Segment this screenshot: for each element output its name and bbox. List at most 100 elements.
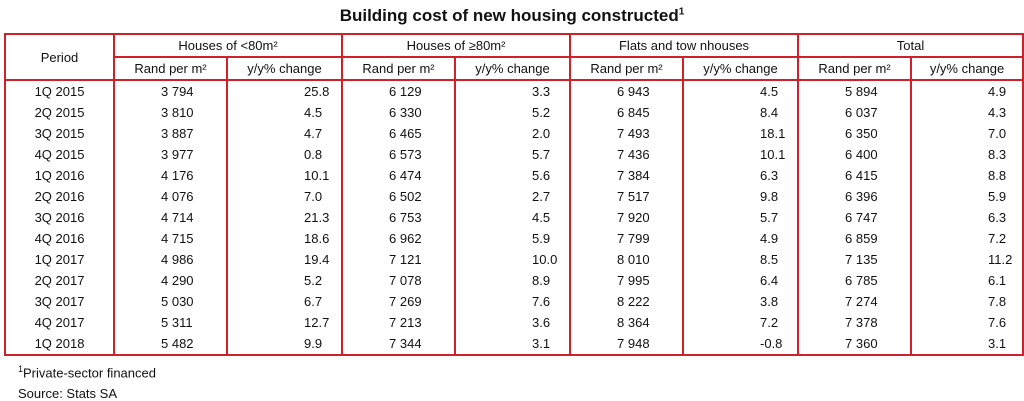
source-note: Source: Stats SA xyxy=(18,386,117,401)
cell-small-rand: 5 311 xyxy=(113,312,228,333)
cell-total-rand: 7 360 xyxy=(797,333,913,356)
footnote-mark: 1 xyxy=(18,364,24,374)
cell-total-rand: 5 894 xyxy=(797,80,913,102)
cell-large-change: 8.9 xyxy=(454,270,572,291)
cell-flats-change: 7.2 xyxy=(682,312,800,333)
cell-large-change: 3.1 xyxy=(454,333,572,356)
table-row: 1Q 2015 3 794 25.8 6 129 3.3 6 943 4.5 5 894 4.9 xyxy=(4,80,1024,102)
cell-large-rand: 6 474 xyxy=(341,165,457,186)
header-period: Period xyxy=(4,33,115,81)
cell-period: 4Q 2015 xyxy=(4,144,115,165)
cell-small-rand: 3 977 xyxy=(113,144,228,165)
header-sub-rand: Rand per m² xyxy=(797,56,913,81)
cell-small-rand: 4 176 xyxy=(113,165,228,186)
cell-total-rand: 7 274 xyxy=(797,291,913,312)
cell-flats-change: 4.9 xyxy=(682,228,800,249)
cell-large-change: 5.2 xyxy=(454,102,572,123)
cell-flats-change: 9.8 xyxy=(682,186,800,207)
table-row: 2Q 2015 3 810 4.5 6 330 5.2 6 845 8.4 6 037 4.3 xyxy=(4,102,1024,123)
table-row: 1Q 2018 5 482 9.9 7 344 3.1 7 948 -0.8 7 360 3.1 xyxy=(4,333,1024,356)
cell-large-change: 5.9 xyxy=(454,228,572,249)
cell-flats-rand: 6 943 xyxy=(569,80,685,102)
cell-small-change: 0.8 xyxy=(225,144,344,165)
cell-flats-change: -0.8 xyxy=(682,333,800,356)
cell-period: 2Q 2017 xyxy=(4,270,115,291)
cell-period: 2Q 2016 xyxy=(4,186,115,207)
cell-small-change: 4.5 xyxy=(225,102,344,123)
header-row-sub: Rand per m² y/y% change Rand per m² y/y%… xyxy=(5,56,1024,81)
table-body: 1Q 2015 3 794 25.8 6 129 3.3 6 943 4.5 5 894 4.9… xyxy=(4,80,1024,356)
footnote-text: Private-sector financed xyxy=(23,365,156,381)
cell-period: 3Q 2017 xyxy=(4,291,115,312)
header-sub-change: y/y% change xyxy=(225,56,344,81)
cell-flats-rand: 7 517 xyxy=(569,186,685,207)
cell-large-rand: 6 753 xyxy=(341,207,457,228)
cell-large-change: 4.5 xyxy=(454,207,572,228)
cell-large-rand: 7 269 xyxy=(341,291,457,312)
table-row: 1Q 2017 4 986 19.4 7 121 10.0 8 010 8.5 7 135 11… xyxy=(4,249,1024,270)
cell-total-rand: 6 396 xyxy=(797,186,913,207)
cell-total-rand: 6 037 xyxy=(797,102,913,123)
cell-period: 1Q 2015 xyxy=(4,80,115,102)
cell-total-change: 11.2 xyxy=(910,249,1024,270)
cell-flats-rand: 7 436 xyxy=(569,144,685,165)
title-footnote-mark: 1 xyxy=(678,6,685,18)
cell-flats-rand: 8 222 xyxy=(569,291,685,312)
cell-large-rand: 7 078 xyxy=(341,270,457,291)
cell-flats-rand: 6 845 xyxy=(569,102,685,123)
cell-flats-change: 5.7 xyxy=(682,207,800,228)
cell-small-change: 21.3 xyxy=(225,207,344,228)
header-row-groups: Period Houses of <80m² Houses of ≥80m² F… xyxy=(4,33,1024,81)
cell-large-change: 7.6 xyxy=(454,291,572,312)
cell-small-rand: 4 715 xyxy=(113,228,228,249)
header-group-small-houses: Houses of <80m² xyxy=(112,33,344,58)
header-group-total: Total xyxy=(797,33,1024,58)
cell-total-change: 4.9 xyxy=(910,80,1024,102)
cell-period: 1Q 2018 xyxy=(4,333,115,356)
table-row: 2Q 2017 4 290 5.2 7 078 8.9 7 995 6.4 6 785 6.1 xyxy=(4,270,1024,291)
header-sub-change: y/y% change xyxy=(454,56,572,81)
header-sub-change: y/y% change xyxy=(682,56,800,81)
cell-total-change: 6.1 xyxy=(910,270,1024,291)
cell-flats-change: 6.3 xyxy=(682,165,800,186)
cell-total-rand: 7 378 xyxy=(797,312,913,333)
cell-small-change: 12.7 xyxy=(225,312,344,333)
table-row: 4Q 2016 4 715 18.6 6 962 5.9 7 799 4.9 6 859 7.2 xyxy=(4,228,1024,249)
cell-total-rand: 6 400 xyxy=(797,144,913,165)
title-text: Building cost of new housing constructed xyxy=(339,6,679,25)
cell-flats-rand: 7 384 xyxy=(569,165,685,186)
table-row: 3Q 2016 4 714 21.3 6 753 4.5 7 920 5.7 6 747 6.3 xyxy=(4,207,1024,228)
cell-flats-rand: 8 010 xyxy=(569,249,685,270)
cell-large-rand: 7 344 xyxy=(341,333,457,356)
cell-small-change: 25.8 xyxy=(225,80,344,102)
cell-small-change: 5.2 xyxy=(225,270,344,291)
cell-total-change: 6.3 xyxy=(910,207,1024,228)
cell-flats-change: 18.1 xyxy=(682,123,800,144)
cell-total-change: 5.9 xyxy=(910,186,1024,207)
cell-large-change: 3.6 xyxy=(454,312,572,333)
cell-period: 1Q 2017 xyxy=(4,249,115,270)
cell-small-rand: 4 290 xyxy=(113,270,228,291)
cell-total-rand: 6 415 xyxy=(797,165,913,186)
header-sub-change: y/y% change xyxy=(910,56,1024,81)
cell-large-change: 3.3 xyxy=(454,80,572,102)
cell-period: 3Q 2016 xyxy=(4,207,115,228)
cell-total-change: 7.2 xyxy=(910,228,1024,249)
cell-small-change: 18.6 xyxy=(225,228,344,249)
cell-total-rand: 7 135 xyxy=(797,249,913,270)
cell-total-rand: 6 785 xyxy=(797,270,913,291)
cell-total-change: 7.6 xyxy=(910,312,1024,333)
cell-large-rand: 6 330 xyxy=(341,102,457,123)
cell-flats-rand: 7 799 xyxy=(569,228,685,249)
cell-large-change: 2.7 xyxy=(454,186,572,207)
cell-flats-rand: 7 493 xyxy=(569,123,685,144)
cell-flats-change: 10.1 xyxy=(682,144,800,165)
table-row: 4Q 2017 5 311 12.7 7 213 3.6 8 364 7.2 7 378 7.6 xyxy=(4,312,1024,333)
cell-small-rand: 3 794 xyxy=(113,80,228,102)
cell-small-rand: 5 482 xyxy=(113,333,228,356)
cell-period: 3Q 2015 xyxy=(4,123,115,144)
cell-large-change: 5.6 xyxy=(454,165,572,186)
cell-total-rand: 6 350 xyxy=(797,123,913,144)
cell-flats-change: 8.5 xyxy=(682,249,800,270)
table-title: Building cost of new housing constructed… xyxy=(0,6,1024,26)
